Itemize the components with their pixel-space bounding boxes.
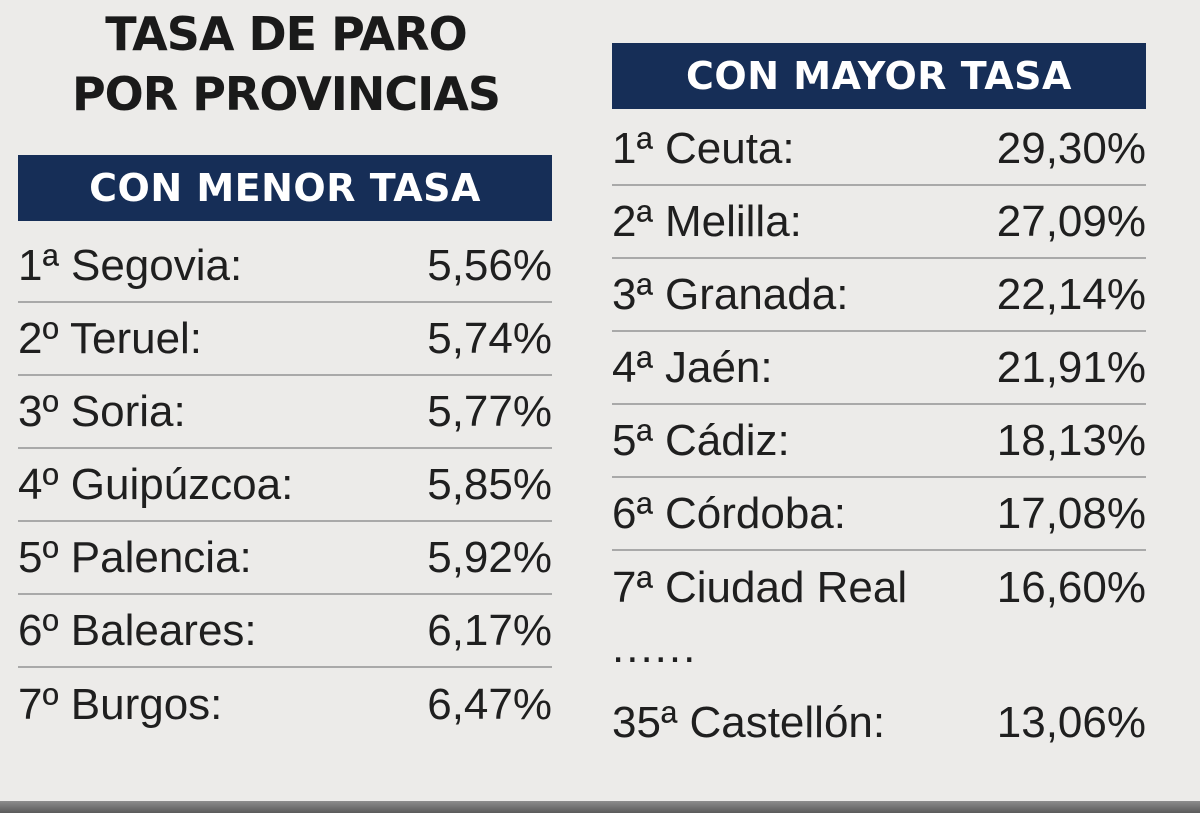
table-row: 5º Palencia: 5,92% [18, 522, 552, 595]
province-name: 1ª Segovia: [18, 240, 243, 290]
highest-rate-header: CON MAYOR TASA [612, 43, 1146, 109]
page-title: TASA DE PARO POR PROVINCIAS [0, 4, 572, 124]
rate-value: 27,09% [996, 196, 1146, 246]
table-row-extra: 35ª Castellón: 13,06% [612, 688, 1146, 758]
province-name: 5ª Cádiz: [612, 415, 790, 465]
lowest-rate-rows: 1ª Segovia: 5,56% 2º Teruel: 5,74% 3º So… [18, 230, 552, 741]
rate-value: 6,17% [427, 605, 552, 655]
table-row: 1ª Segovia: 5,56% [18, 230, 552, 303]
province-name: 4º Guipúzcoa: [18, 459, 294, 509]
province-name: 7º Burgos: [18, 679, 223, 729]
table-row: 4ª Jaén: 21,91% [612, 332, 1146, 405]
rate-value: 5,77% [427, 386, 552, 436]
table-row: 6º Baleares: 6,17% [18, 595, 552, 668]
table-row: 3º Soria: 5,77% [18, 376, 552, 449]
province-name: 7ª Ciudad Real [612, 562, 908, 612]
ellipsis: ...... [612, 623, 698, 672]
rate-value: 17,08% [996, 488, 1146, 538]
table-row: 4º Guipúzcoa: 5,85% [18, 449, 552, 522]
table-row: 3ª Granada: 22,14% [612, 259, 1146, 332]
table-row: 6ª Córdoba: 17,08% [612, 478, 1146, 551]
table-row: 5ª Cádiz: 18,13% [612, 405, 1146, 478]
province-name: 6ª Córdoba: [612, 488, 846, 538]
title-line-1: TASA DE PARO [105, 7, 467, 61]
highest-rate-table: CON MAYOR TASA 1ª Ceuta: 29,30% 2ª Melil… [612, 43, 1146, 758]
rate-value: 22,14% [996, 269, 1146, 319]
rate-value: 5,85% [427, 459, 552, 509]
province-name: 6º Baleares: [18, 605, 257, 655]
lowest-rate-table: CON MENOR TASA 1ª Segovia: 5,56% 2º Teru… [18, 155, 552, 741]
province-name: 5º Palencia: [18, 532, 252, 582]
table-row: 7º Burgos: 6,47% [18, 668, 552, 741]
province-name: 3º Soria: [18, 386, 186, 436]
table-row: 2º Teruel: 5,74% [18, 303, 552, 376]
province-name: 2ª Melilla: [612, 196, 802, 246]
province-name: 1ª Ceuta: [612, 123, 795, 173]
rate-value: 6,47% [427, 679, 552, 729]
rate-value: 5,92% [427, 532, 552, 582]
highest-rate-rows: 1ª Ceuta: 29,30% 2ª Melilla: 27,09% 3ª G… [612, 113, 1146, 758]
title-line-2: POR PROVINCIAS [71, 67, 501, 121]
rate-value: 5,56% [427, 240, 552, 290]
province-name: 4ª Jaén: [612, 342, 773, 392]
table-row: 1ª Ceuta: 29,30% [612, 113, 1146, 186]
bottom-divider [0, 801, 1200, 813]
lowest-rate-header: CON MENOR TASA [18, 155, 552, 221]
province-name: 3ª Granada: [612, 269, 849, 319]
rate-value: 21,91% [996, 342, 1146, 392]
rate-value: 16,60% [996, 562, 1146, 612]
rate-value: 18,13% [996, 415, 1146, 465]
table-row: 7ª Ciudad Real 16,60% [612, 551, 1146, 624]
rate-value: 29,30% [996, 123, 1146, 173]
province-name: 2º Teruel: [18, 313, 203, 363]
rate-value: 13,06% [996, 698, 1146, 747]
province-name: 35ª Castellón: [612, 698, 886, 747]
table-row: 2ª Melilla: 27,09% [612, 186, 1146, 259]
rate-value: 5,74% [427, 313, 552, 363]
